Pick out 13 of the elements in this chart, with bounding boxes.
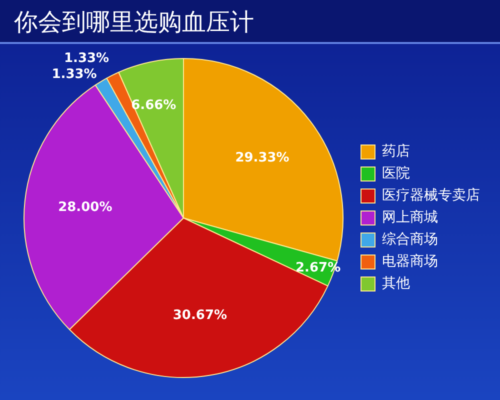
data-label: 29.33% [235, 150, 290, 166]
data-label: 30.67% [172, 308, 228, 323]
legend-label: 医院 [382, 166, 410, 182]
chart-title: 你会到哪里选购血压计 [0, 0, 500, 44]
legend-label: 医疗器械专卖店 [382, 188, 480, 204]
legend-label: 药店 [382, 144, 410, 160]
legend-label: 其他 [382, 276, 410, 292]
legend-label: 综合商场 [382, 232, 438, 248]
data-label: 1.33% [64, 51, 110, 66]
legend-label: 网上商城 [382, 210, 438, 226]
legend-label: 电器商场 [382, 254, 438, 270]
data-label: 28.00% [58, 200, 112, 215]
data-label: 1.33% [52, 67, 97, 82]
